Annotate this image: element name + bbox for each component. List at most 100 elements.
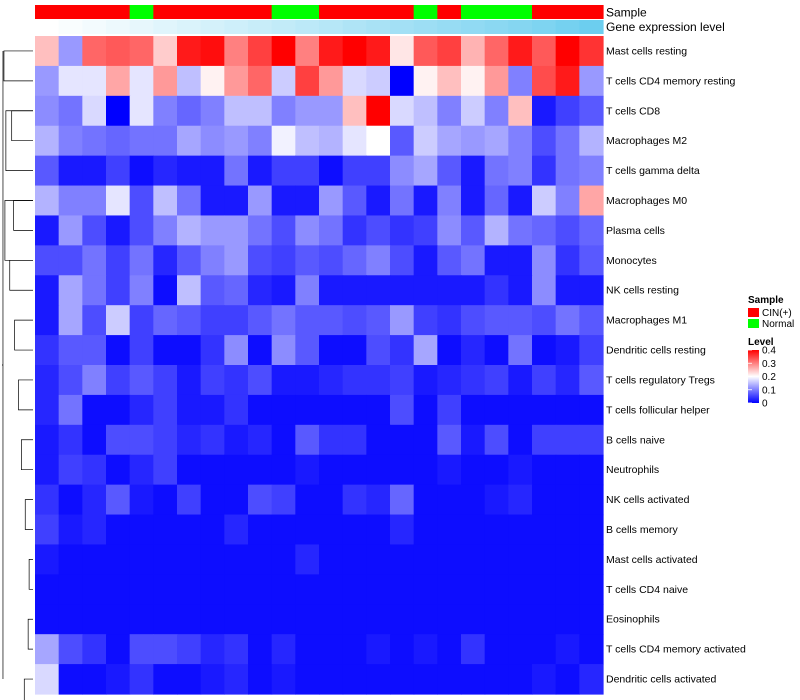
heatmap-cell bbox=[200, 185, 225, 217]
heatmap-cell bbox=[82, 215, 107, 246]
heatmap-cell bbox=[224, 36, 249, 67]
heatmap-cell bbox=[413, 305, 438, 336]
heatmap-cell bbox=[413, 275, 438, 306]
heatmap-cell bbox=[555, 424, 580, 456]
heatmap-cell bbox=[106, 544, 131, 575]
heatmap-cell bbox=[224, 365, 249, 396]
heatmap-cell bbox=[579, 634, 604, 665]
heatmap-cell bbox=[58, 394, 83, 426]
heatmap-cell bbox=[224, 305, 249, 336]
heatmap-cell bbox=[200, 484, 225, 516]
heatmap-cell bbox=[319, 125, 344, 157]
heatmap-cell bbox=[555, 365, 580, 396]
heatmap-cell bbox=[82, 424, 107, 456]
heatmap-cell bbox=[437, 484, 462, 516]
heatmap-cell bbox=[200, 95, 225, 127]
heatmap-cell bbox=[484, 454, 509, 486]
heatmap-cell bbox=[390, 604, 415, 635]
heatmap-cell bbox=[484, 335, 509, 366]
heatmap-cell bbox=[319, 305, 344, 336]
heatmap-cell bbox=[248, 36, 273, 67]
heatmap-cell bbox=[271, 664, 296, 695]
heatmap-cell bbox=[248, 574, 273, 605]
heatmap-cell bbox=[271, 275, 296, 306]
heatmap-cell bbox=[200, 305, 225, 336]
heatmap-cell bbox=[177, 245, 202, 276]
heatmap-cell bbox=[508, 185, 533, 217]
heatmap-cell bbox=[58, 185, 83, 217]
heatmap-cell bbox=[271, 36, 296, 67]
heatmap-cell bbox=[248, 484, 273, 516]
heatmap-cell bbox=[461, 544, 486, 575]
heatmap-cell bbox=[200, 634, 225, 665]
heatmap-cell bbox=[200, 664, 225, 695]
heatmap-cell bbox=[129, 95, 154, 127]
gene-expression-annotation-cell bbox=[366, 20, 391, 34]
heatmap-cell bbox=[177, 65, 202, 97]
heatmap-cell bbox=[366, 394, 391, 426]
heatmap-cell bbox=[248, 305, 273, 336]
heatmap-cell bbox=[224, 574, 249, 605]
heatmap-cell bbox=[177, 454, 202, 486]
heatmap-cell bbox=[129, 544, 154, 575]
heatmap-cell bbox=[58, 275, 83, 306]
heatmap-cell bbox=[82, 95, 107, 127]
heatmap-cell bbox=[413, 245, 438, 276]
heatmap-cell bbox=[461, 125, 486, 157]
sample-annotation-cell bbox=[532, 5, 557, 19]
heatmap-cell bbox=[342, 155, 367, 187]
heatmap-cell bbox=[248, 454, 273, 486]
heatmap-cell bbox=[342, 305, 367, 336]
heatmap-cell bbox=[106, 275, 131, 306]
heatmap-cell bbox=[579, 604, 604, 635]
heatmap-cell bbox=[129, 215, 154, 246]
heatmap-cell bbox=[319, 544, 344, 575]
heatmap-cell bbox=[342, 484, 367, 516]
sample-annotation-cell bbox=[224, 5, 249, 19]
heatmap-cell bbox=[366, 424, 391, 456]
heatmap-cell bbox=[461, 155, 486, 187]
heatmap-cell bbox=[437, 65, 462, 97]
heatmap-cell bbox=[177, 215, 202, 246]
heatmap-cell bbox=[200, 544, 225, 575]
heatmap-cell bbox=[224, 484, 249, 516]
heatmap-cell bbox=[366, 514, 391, 546]
heatmap-cell bbox=[295, 95, 320, 127]
heatmap-cell bbox=[508, 394, 533, 426]
row-label: Plasma cells bbox=[606, 225, 665, 237]
row-label: T cells CD4 naive bbox=[606, 584, 688, 596]
heatmap-cell bbox=[35, 65, 60, 97]
heatmap-cell bbox=[579, 65, 604, 97]
heatmap-cell bbox=[319, 275, 344, 306]
gene-expression-annotation-cell bbox=[508, 20, 533, 34]
heatmap-cell bbox=[579, 664, 604, 695]
heatmap-cell bbox=[177, 275, 202, 306]
heatmap-cell bbox=[437, 574, 462, 605]
heatmap-cell bbox=[413, 215, 438, 246]
heatmap-cell bbox=[342, 604, 367, 635]
heatmap-cell bbox=[437, 514, 462, 546]
heatmap-cell bbox=[555, 185, 580, 217]
heatmap-cell bbox=[153, 604, 178, 635]
heatmap-cell bbox=[319, 65, 344, 97]
heatmap-cell bbox=[248, 604, 273, 635]
heatmap-cell bbox=[319, 664, 344, 695]
heatmap-cell bbox=[58, 155, 83, 187]
heatmap-cell bbox=[319, 484, 344, 516]
heatmap-cell bbox=[437, 604, 462, 635]
heatmap-cell bbox=[555, 634, 580, 665]
heatmap-cell bbox=[106, 574, 131, 605]
heatmap-cell bbox=[437, 664, 462, 695]
sample-annotation-cell bbox=[82, 5, 107, 19]
heatmap-cell bbox=[248, 245, 273, 276]
heatmap-cell bbox=[461, 305, 486, 336]
heatmap-cell bbox=[82, 514, 107, 546]
legend-level-tick-label: 0.2 bbox=[762, 372, 776, 383]
row-label: T cells CD4 memory resting bbox=[606, 75, 735, 87]
gene-expression-annotation-cell bbox=[106, 20, 131, 34]
heatmap-cell bbox=[437, 185, 462, 217]
heatmap-cell bbox=[508, 125, 533, 157]
heatmap-cell bbox=[35, 394, 60, 426]
heatmap-cell bbox=[437, 544, 462, 575]
heatmap-cell bbox=[390, 424, 415, 456]
